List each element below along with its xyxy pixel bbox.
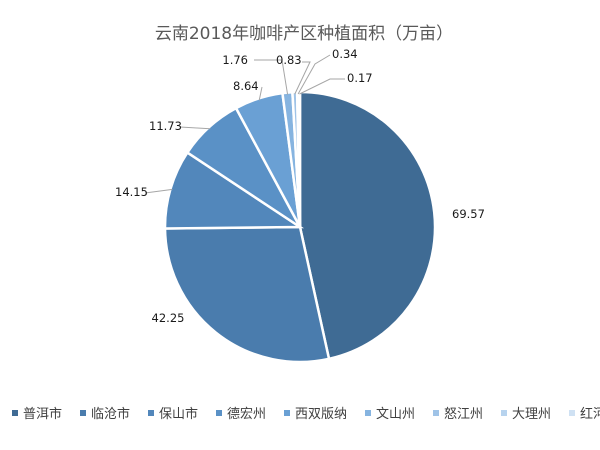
legend-label-2: 临沧市 — [91, 406, 130, 422]
legend-swatch-5 — [284, 410, 290, 416]
legend-label-1: 普洱市 — [23, 406, 62, 422]
legend-swatch-8 — [501, 410, 507, 416]
legend-swatch-7 — [433, 410, 439, 416]
data-label-7: 0.83 — [276, 53, 302, 67]
data-label-8: 0.34 — [332, 47, 358, 61]
pie-slice-3 — [163, 150, 305, 230]
leader-line-3 — [144, 188, 173, 194]
leader-line-5 — [258, 86, 263, 101]
legend-swatch-2 — [80, 410, 86, 416]
data-label-1: 69.57 — [452, 207, 485, 221]
pie-slice-9 — [297, 90, 302, 228]
data-label-9: 0.17 — [347, 71, 373, 85]
leader-line-6 — [254, 59, 289, 95]
legend-swatch-6 — [365, 410, 371, 416]
legend-label-3: 保山市 — [159, 406, 198, 422]
leader-line-4 — [179, 126, 211, 130]
leader-line-8 — [297, 54, 331, 95]
legend-swatch-1 — [12, 410, 18, 416]
legend-label-7: 怒江州 — [444, 407, 483, 422]
pie-slice-2 — [163, 225, 331, 364]
legend-swatch-4 — [216, 410, 222, 416]
data-label-6: 1.76 — [222, 53, 248, 67]
legend-swatch-9 — [569, 410, 575, 416]
legend-label-5: 西双版纳 — [295, 407, 347, 422]
legend-label-4: 德宏州 — [227, 407, 266, 422]
leader-line-9 — [299, 78, 345, 95]
legend-label-9: 红河州 — [580, 406, 600, 422]
legend-label-6: 文山州 — [376, 407, 415, 422]
data-label-2: 42.25 — [152, 311, 185, 325]
chart-title: 云南2018年咖啡产区种植面积（万亩） — [155, 24, 453, 44]
data-label-5: 8.64 — [233, 79, 259, 93]
leader-line-7 — [294, 61, 311, 95]
data-label-4: 11.73 — [149, 119, 182, 133]
legend-swatch-3 — [148, 410, 154, 416]
data-label-3: 14.15 — [115, 185, 148, 199]
pie-slice-1 — [298, 90, 437, 361]
legend-label-8: 大理州 — [512, 407, 551, 422]
